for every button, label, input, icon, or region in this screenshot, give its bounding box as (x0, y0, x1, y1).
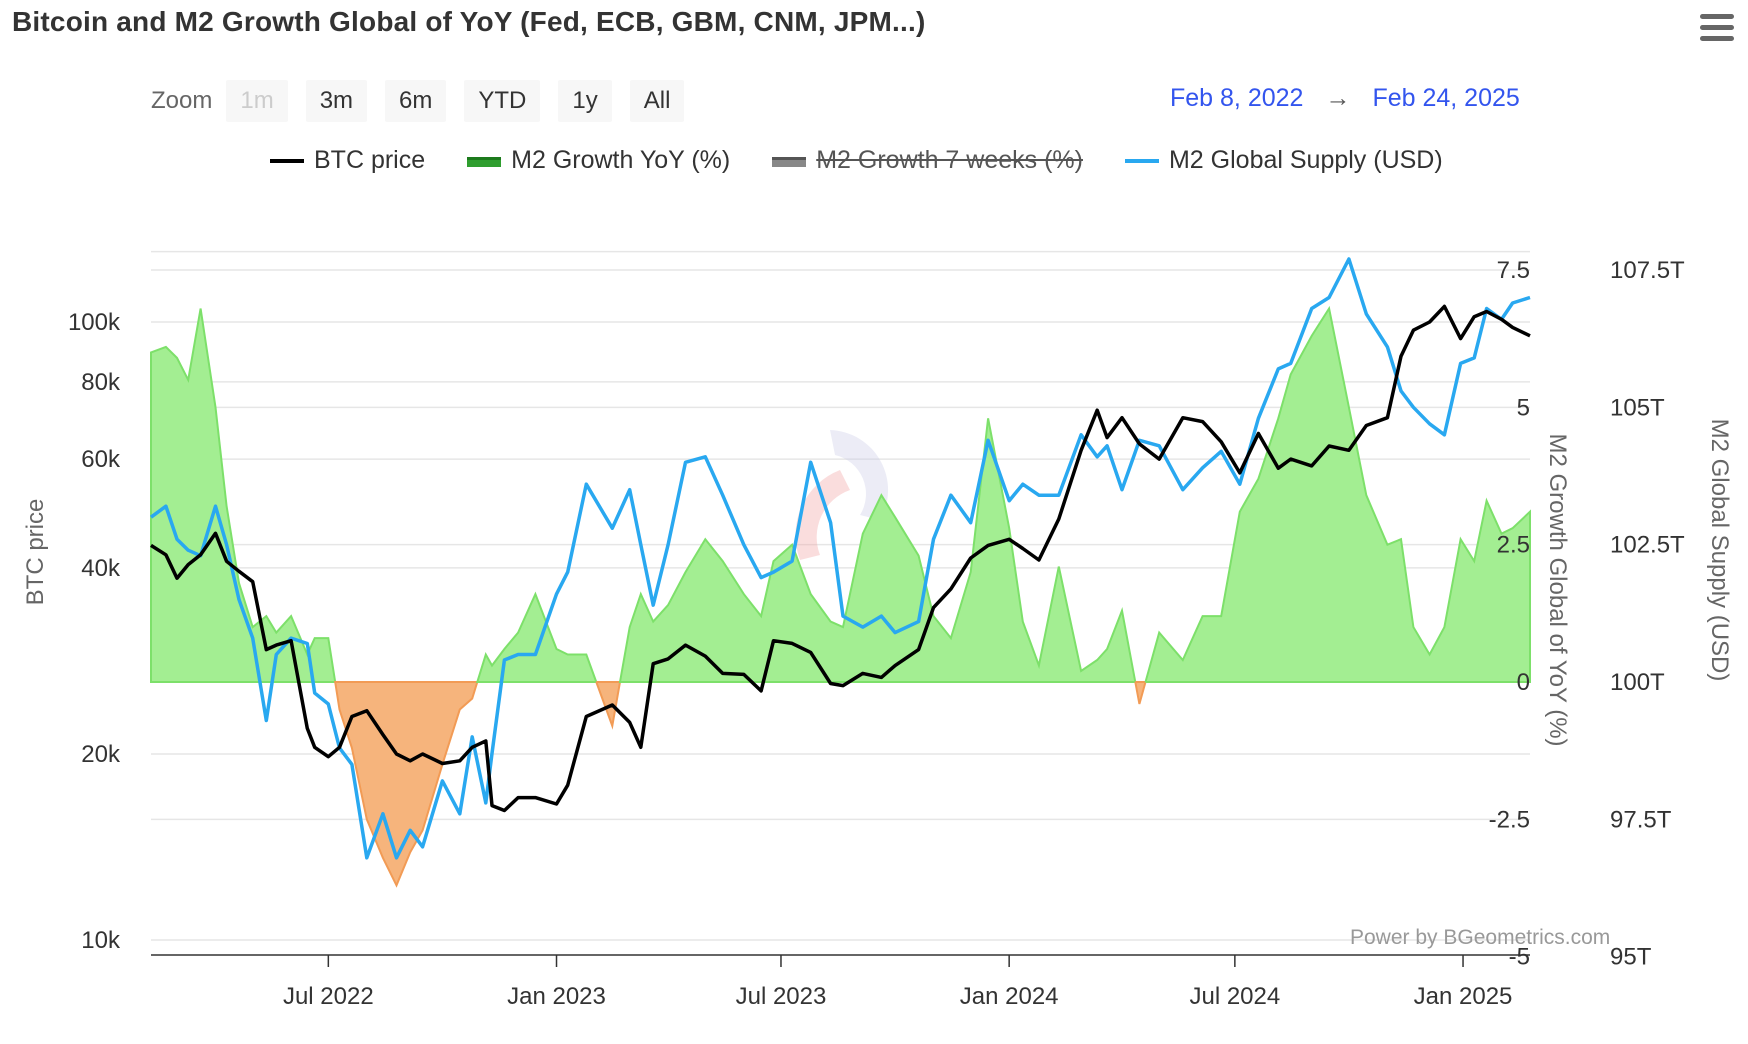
watermark-logo-icon (830, 430, 889, 520)
range-arrow-icon: → (1325, 84, 1351, 112)
hamburger-menu-icon[interactable] (1700, 14, 1734, 44)
x-tick-label: Jan 2023 (507, 983, 606, 1010)
legend-label-btc: BTC price (314, 146, 426, 174)
y-right2-tick-label: 95T (1610, 944, 1652, 971)
y-right2-tick-label: 102.5T (1610, 532, 1685, 559)
zoom-1m-button[interactable]: 1m (226, 80, 288, 122)
legend-line-blue-icon (1124, 158, 1159, 163)
y-right1-tick-label: 0 (1517, 669, 1530, 696)
zoom-6m-button[interactable]: 6m (385, 80, 447, 122)
credit-text: Power by BGeometrics.com (1350, 926, 1611, 949)
zoom-all-button[interactable]: All (629, 80, 685, 122)
y-right2-tick-label: 105T (1610, 394, 1665, 421)
legend-label-m2yoy: M2 Growth YoY (%) (511, 146, 731, 174)
y-right1-tick-label: 5 (1517, 394, 1530, 421)
x-tick-label: Jul 2023 (736, 983, 827, 1010)
y-right1-tick-label: 2.5 (1497, 532, 1530, 559)
range-to-input[interactable]: Feb 24, 2025 (1372, 84, 1520, 112)
m2-yoy-negative-area (1134, 681, 1147, 705)
legend-item-m2supply[interactable]: M2 Global Supply (USD) (1124, 146, 1443, 175)
range-from-input[interactable]: Feb 8, 2022 (1170, 84, 1304, 112)
m2-supply-line (149, 257, 1531, 860)
legend-item-btc[interactable]: BTC price (270, 146, 425, 175)
zoom-label: Zoom (151, 87, 213, 114)
y-right2-tick-label: 107.5T (1610, 257, 1685, 284)
legend-item-m2w7[interactable]: M2 Growth 7 weeks (%) (772, 146, 1083, 175)
legend-area-gray-icon (772, 156, 807, 167)
zoom-3m-button[interactable]: 3m (305, 80, 368, 122)
m2-yoy-negative-area (334, 681, 479, 888)
m2-yoy-positive-area (150, 308, 337, 683)
y-left-tick-label: 80k (81, 369, 121, 396)
x-tick-label: Jan 2024 (960, 983, 1059, 1010)
y-left-tick-label: 10k (81, 927, 121, 954)
y-left-tick-label: 40k (81, 555, 121, 582)
zoom-1y-button[interactable]: 1y (558, 80, 612, 122)
btc-price-line (150, 304, 1531, 813)
y-right2-tick-label: 100T (1610, 669, 1665, 696)
x-tick-label: Jul 2024 (1189, 983, 1280, 1010)
y-right1-tick-label: 7.5 (1497, 257, 1530, 284)
x-tick-label: Jan 2025 (1414, 983, 1513, 1010)
m2-yoy-positive-area (475, 591, 598, 683)
y-left-tick-label: 100k (68, 309, 121, 336)
x-tick-label: Jul 2022 (283, 983, 374, 1010)
m2-yoy-negative-area (595, 681, 621, 730)
chart-title: Bitcoin and M2 Growth Global of YoY (Fed… (12, 6, 926, 37)
legend-area-green-icon (467, 156, 502, 167)
m2-yoy-positive-area (1144, 305, 1531, 683)
legend-item-m2yoy[interactable]: M2 Growth YoY (%) (467, 146, 730, 175)
y-left-axis-title: BTC price (22, 499, 49, 606)
chart-legend: BTC price M2 Growth YoY (%) M2 Growth 7 … (270, 146, 1485, 175)
y-right2-tick-label: 97.5T (1610, 806, 1672, 833)
y-right1-axis-title: M2 Growth Global of YoY (%) (1544, 433, 1571, 746)
watermark-logo-icon-2 (795, 470, 850, 560)
zoom-ytd-button[interactable]: YTD (464, 80, 541, 122)
m2-yoy-positive-area (618, 418, 1137, 683)
legend-label-m2supply: M2 Global Supply (USD) (1168, 146, 1443, 174)
y-left-tick-label: 20k (81, 741, 121, 768)
legend-line-black-icon (270, 158, 304, 163)
y-left-tick-label: 60k (81, 446, 121, 473)
legend-label-m2w7: M2 Growth 7 weeks (%) (816, 146, 1083, 174)
date-range: Feb 8, 2022 → Feb 24, 2025 (1170, 84, 1520, 113)
y-right2-axis-title: M2 Global Supply (USD) (1706, 419, 1733, 682)
zoom-toolbar: Zoom 1m 3m 6m YTD 1y All (151, 80, 702, 122)
y-right1-tick-label: -2.5 (1489, 806, 1530, 833)
y-right1-tick-label: -5 (1509, 944, 1530, 971)
